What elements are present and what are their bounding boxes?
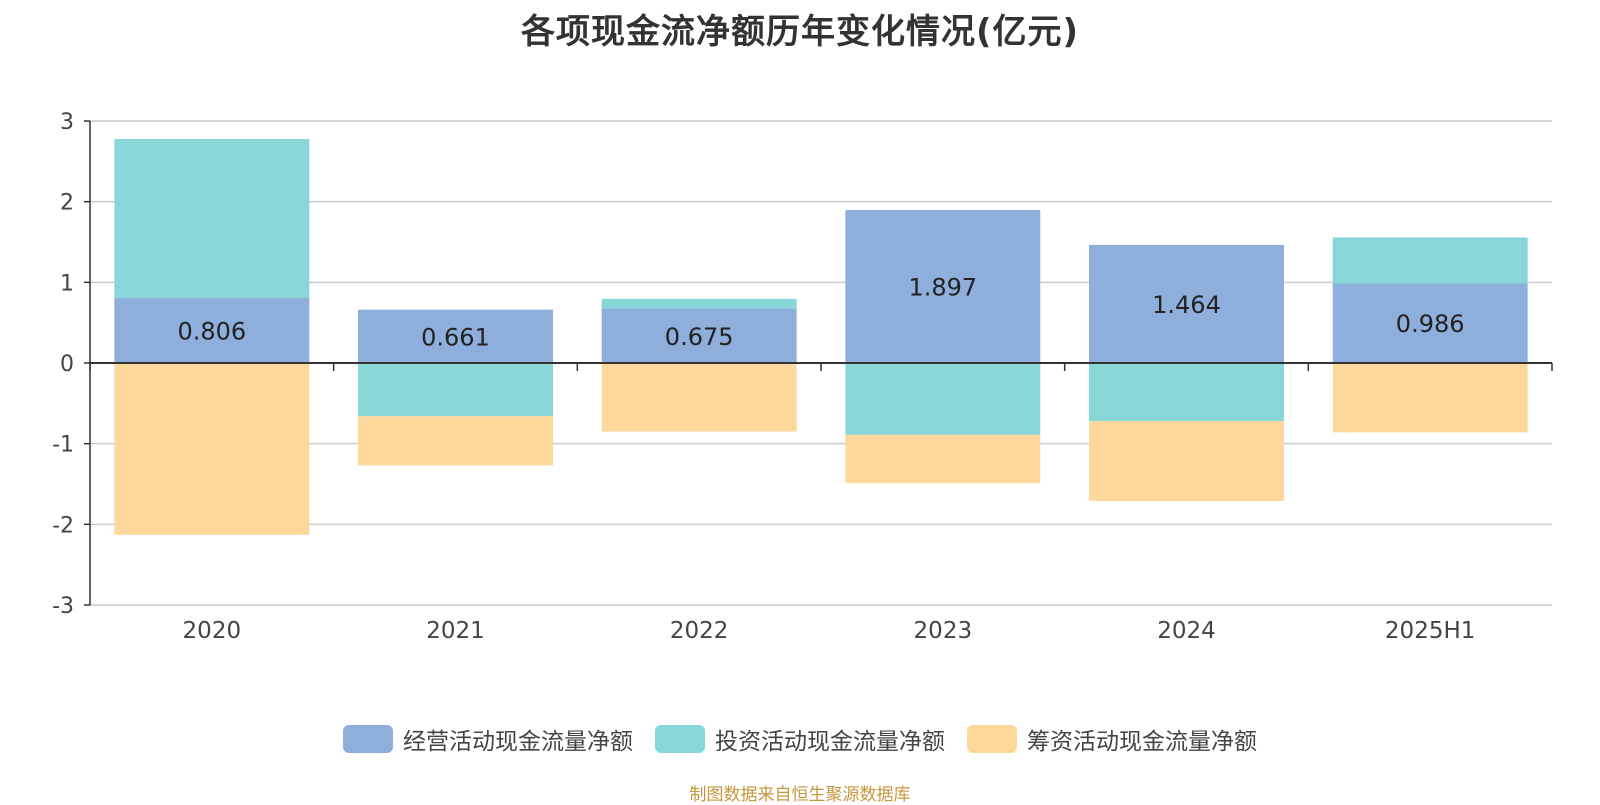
y-tick-label: 0 [60,352,74,377]
bar-2022-series-0 [601,308,797,363]
data-label-2023: 1.897 [908,273,977,301]
y-tick-label: 2 [60,191,74,216]
bar-2024-series-1 [1089,363,1284,422]
legend-label-investing: 投资活动现金流量净额 [715,729,945,755]
bar-2023-series-2 [845,434,1041,484]
y-tick-label: -2 [52,513,74,538]
x-tick-label: 2021 [426,618,485,644]
bar-2022-series-1 [601,298,797,309]
legend-item-financing[interactable]: 筹资活动现金流量净额 [967,722,1257,756]
bar-2025H1-series-1 [1332,237,1528,284]
bar-2024-series-2 [1089,421,1284,501]
data-label-2024: 1.464 [1152,291,1221,319]
bar-2020-series-0 [114,297,310,363]
data-label-2021: 0.661 [421,323,490,351]
legend-swatch-operating [343,725,393,753]
bar-2021-series-0 [358,309,553,363]
source-note: 制图数据来自恒生聚源数据库 [689,785,911,805]
legend-label-operating: 经营活动现金流量净额 [403,729,633,755]
legend-item-operating[interactable]: 经营活动现金流量净额 [343,722,633,756]
data-label-2025H1: 0.986 [1396,310,1465,338]
data-label-2022: 0.675 [665,323,734,351]
bar-2023-series-0 [845,209,1041,363]
bar-2024-series-0 [1089,244,1284,363]
y-tick-label: 1 [60,271,74,296]
legend-swatch-investing [655,725,705,753]
x-tick-label: 2024 [1157,618,1216,644]
bar-2025H1-series-0 [1332,283,1528,363]
legend-label-financing: 筹资活动现金流量净额 [1027,729,1257,755]
y-tick-label: -3 [52,594,74,619]
legend-swatch-financing [967,725,1017,753]
legend: 经营活动现金流量净额 投资活动现金流量净额 筹资活动现金流量净额 [0,722,1600,756]
y-tick-label: 3 [60,110,74,135]
x-tick-label: 2020 [183,618,242,644]
chart-title: 各项现金流净额历年变化情况(亿元) [520,12,1080,52]
bar-2022-series-2 [601,363,797,432]
bar-2020-series-2 [114,363,310,535]
bar-2025H1-series-2 [1332,363,1528,433]
x-tick-label: 2022 [670,618,729,644]
bar-2021-series-1 [358,363,553,417]
x-tick-label: 2023 [914,618,973,644]
bar-2023-series-1 [845,363,1041,435]
legend-item-investing[interactable]: 投资活动现金流量净额 [655,722,945,756]
x-tick-label: 2025H1 [1385,618,1475,644]
data-label-2020: 0.806 [177,317,246,345]
bar-2020-series-1 [114,139,310,298]
bar-2021-series-2 [358,416,553,466]
y-tick-label: -1 [52,433,74,458]
